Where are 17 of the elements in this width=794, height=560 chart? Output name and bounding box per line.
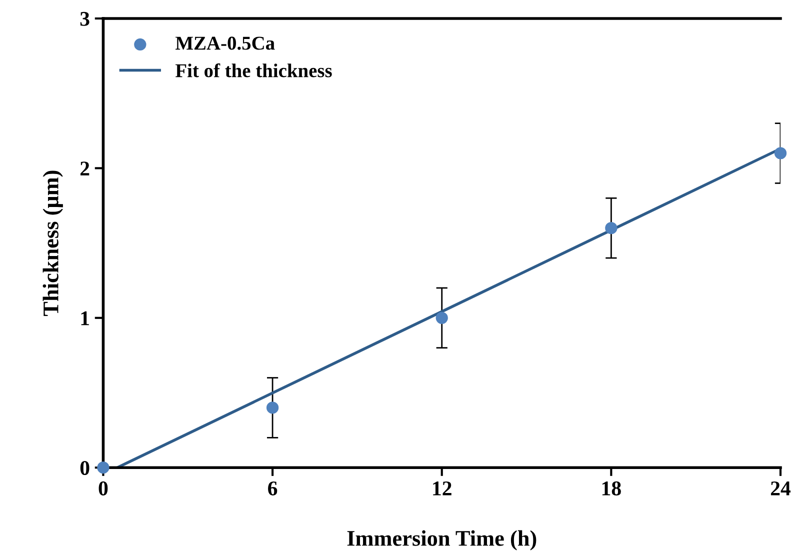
x-axis-title: Immersion Time (h) bbox=[347, 530, 536, 550]
legend-label: Fit of the thickness bbox=[175, 63, 332, 78]
point bbox=[774, 147, 787, 160]
point bbox=[605, 222, 618, 234]
y-axis-title: Thickness (μm) bbox=[42, 170, 63, 316]
legend-label: MZA-0.5Ca bbox=[175, 36, 275, 50]
y-tick-label: 0 bbox=[80, 460, 90, 476]
x-tick-label: 12 bbox=[433, 481, 452, 496]
y-tick-label: 2 bbox=[80, 162, 90, 176]
point bbox=[266, 402, 279, 414]
point bbox=[436, 312, 448, 324]
x-tick-label: 24 bbox=[770, 481, 791, 496]
x-tick-label: 0 bbox=[98, 481, 108, 496]
x-tick-label: 18 bbox=[602, 481, 621, 496]
x-tick-label: 6 bbox=[268, 481, 278, 496]
y-tick-label: 1 bbox=[81, 311, 89, 326]
y-tick-label: 3 bbox=[80, 12, 90, 26]
